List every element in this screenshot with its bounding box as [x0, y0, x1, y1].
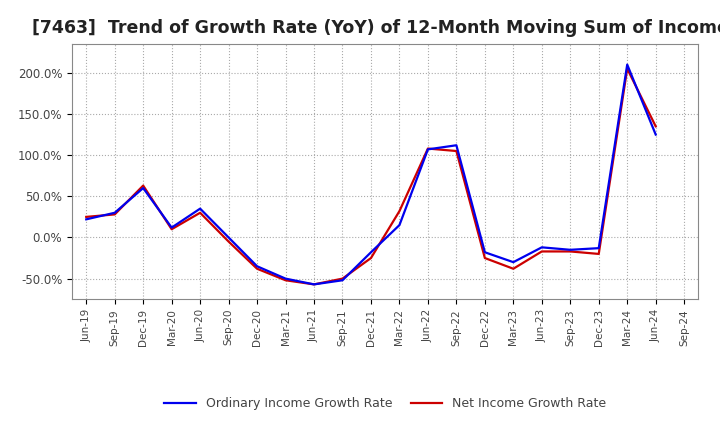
- Ordinary Income Growth Rate: [480, 249, 489, 255]
- Ordinary Income Growth Rate: [566, 247, 575, 253]
- Line: Ordinary Income Growth Rate: Ordinary Income Growth Rate: [86, 65, 656, 284]
- Ordinary Income Growth Rate: [423, 147, 432, 152]
- Net Income Growth Rate: [652, 124, 660, 129]
- Ordinary Income Growth Rate: [395, 223, 404, 228]
- Net Income Growth Rate: [595, 251, 603, 257]
- Net Income Growth Rate: [167, 227, 176, 232]
- Ordinary Income Growth Rate: [167, 225, 176, 230]
- Ordinary Income Growth Rate: [652, 132, 660, 137]
- Net Income Growth Rate: [282, 278, 290, 283]
- Net Income Growth Rate: [225, 239, 233, 244]
- Net Income Growth Rate: [110, 212, 119, 217]
- Line: Net Income Growth Rate: Net Income Growth Rate: [86, 69, 656, 284]
- Net Income Growth Rate: [366, 255, 375, 260]
- Ordinary Income Growth Rate: [595, 246, 603, 251]
- Net Income Growth Rate: [566, 249, 575, 254]
- Net Income Growth Rate: [452, 148, 461, 154]
- Net Income Growth Rate: [509, 266, 518, 271]
- Net Income Growth Rate: [537, 249, 546, 254]
- Net Income Growth Rate: [480, 255, 489, 260]
- Ordinary Income Growth Rate: [338, 278, 347, 283]
- Ordinary Income Growth Rate: [623, 62, 631, 67]
- Net Income Growth Rate: [196, 210, 204, 216]
- Ordinary Income Growth Rate: [537, 245, 546, 250]
- Ordinary Income Growth Rate: [196, 206, 204, 211]
- Ordinary Income Growth Rate: [82, 217, 91, 222]
- Net Income Growth Rate: [253, 266, 261, 271]
- Net Income Growth Rate: [310, 282, 318, 287]
- Title: [7463]  Trend of Growth Rate (YoY) of 12-Month Moving Sum of Incomes: [7463] Trend of Growth Rate (YoY) of 12-…: [32, 19, 720, 37]
- Net Income Growth Rate: [338, 276, 347, 281]
- Net Income Growth Rate: [623, 66, 631, 71]
- Ordinary Income Growth Rate: [452, 143, 461, 148]
- Ordinary Income Growth Rate: [110, 210, 119, 216]
- Ordinary Income Growth Rate: [282, 276, 290, 281]
- Net Income Growth Rate: [423, 146, 432, 151]
- Ordinary Income Growth Rate: [139, 185, 148, 191]
- Ordinary Income Growth Rate: [225, 235, 233, 240]
- Net Income Growth Rate: [82, 214, 91, 220]
- Net Income Growth Rate: [395, 209, 404, 214]
- Ordinary Income Growth Rate: [310, 282, 318, 287]
- Net Income Growth Rate: [139, 183, 148, 188]
- Ordinary Income Growth Rate: [253, 264, 261, 269]
- Legend: Ordinary Income Growth Rate, Net Income Growth Rate: Ordinary Income Growth Rate, Net Income …: [159, 392, 611, 415]
- Ordinary Income Growth Rate: [509, 260, 518, 265]
- Ordinary Income Growth Rate: [366, 249, 375, 255]
